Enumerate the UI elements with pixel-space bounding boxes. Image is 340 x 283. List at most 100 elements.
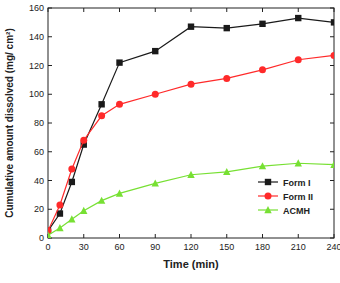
data-point [259, 21, 265, 27]
data-point [69, 179, 75, 185]
y-tick-right [330, 209, 334, 210]
y-tick [48, 180, 52, 181]
x-axis-title: Time (min) [163, 258, 219, 270]
y-tick-right [330, 151, 334, 152]
data-point [98, 112, 105, 119]
data-point [48, 231, 52, 238]
data-point [295, 15, 301, 21]
data-point [223, 168, 230, 175]
y-tick-label: 100 [29, 89, 44, 99]
y-tick [48, 8, 52, 9]
legend-marker [265, 179, 271, 185]
data-point [116, 189, 123, 196]
y-tick-right [330, 36, 334, 37]
x-tick-top [155, 8, 156, 12]
data-point [116, 59, 122, 65]
y-axis-title: Cumulative amount dissolved (mg/ cm²) [4, 28, 15, 217]
x-tick-top [298, 8, 299, 12]
y-tick-right [330, 94, 334, 95]
x-tick-top [226, 8, 227, 12]
x-tick [83, 234, 84, 238]
x-tick-label: 210 [291, 242, 306, 252]
data-point [98, 101, 104, 107]
x-tick-top [83, 8, 84, 12]
x-tick-top [334, 8, 335, 12]
data-point [223, 75, 230, 82]
series-line [48, 55, 334, 230]
data-point [80, 137, 87, 144]
data-point [98, 197, 105, 204]
x-tick-top [48, 8, 49, 12]
x-tick [262, 234, 263, 238]
y-tick-label: 40 [34, 176, 44, 186]
data-point [116, 101, 123, 108]
x-tick [155, 234, 156, 238]
x-tick-label: 30 [79, 242, 89, 252]
plot-frame [48, 8, 334, 238]
legend-marker [265, 193, 272, 200]
data-point [80, 207, 87, 214]
y-tick [48, 65, 52, 66]
series-line [48, 163, 334, 235]
legend-marker [264, 206, 271, 213]
data-point [152, 48, 158, 54]
x-tick-label: 60 [114, 242, 124, 252]
legend-label: ACMH [283, 206, 310, 216]
x-tick-top [119, 8, 120, 12]
x-tick-label: 240 [326, 242, 340, 252]
x-tick-label: 0 [45, 242, 50, 252]
x-tick-top [262, 8, 263, 12]
x-tick-label: 180 [255, 242, 270, 252]
data-point [188, 23, 194, 29]
data-point [152, 91, 159, 98]
legend: Form I Form II ACMH [258, 178, 313, 216]
data-point [188, 81, 195, 88]
data-point [331, 19, 334, 25]
y-tick-right [330, 180, 334, 181]
x-tick [334, 234, 335, 238]
chart: 0 30 60 90 120 150 180 210 240 0 20 40 60 80 100 120 140… [0, 0, 340, 283]
data-point [56, 224, 63, 231]
y-tick-label: 0 [39, 233, 44, 243]
data-point [259, 162, 266, 169]
y-tick-label: 60 [34, 147, 44, 157]
x-tick-top [191, 8, 192, 12]
y-tick-label: 80 [34, 118, 44, 128]
data-point [152, 179, 159, 186]
data-point [68, 215, 75, 222]
data-point [224, 25, 230, 31]
y-tick-right [330, 238, 334, 239]
y-tick [48, 151, 52, 152]
plot-data [48, 15, 334, 238]
legend-label: Form I [283, 178, 311, 188]
y-tick-label: 140 [29, 32, 44, 42]
data-point [57, 210, 63, 216]
y-tick-label: 160 [29, 3, 44, 13]
x-tick-label: 150 [219, 242, 234, 252]
y-tick [48, 123, 52, 124]
data-point [295, 56, 302, 63]
series-line [48, 18, 334, 231]
x-tick [191, 234, 192, 238]
legend-label: Form II [283, 192, 313, 202]
data-point [330, 161, 334, 168]
x-tick [298, 234, 299, 238]
y-tick [48, 36, 52, 37]
data-point [187, 171, 194, 178]
chart-root: 0 30 60 90 120 150 180 210 240 0 20 40 60 80 100 120 140… [0, 0, 340, 283]
y-tick-right [330, 8, 334, 9]
data-point [259, 66, 266, 73]
y-tick-right [330, 65, 334, 66]
x-tick [226, 234, 227, 238]
x-tick-label: 120 [183, 242, 198, 252]
data-point [56, 201, 63, 208]
y-tick-label: 120 [29, 61, 44, 71]
y-tick-label: 20 [34, 204, 44, 214]
data-point [68, 166, 75, 173]
data-point [331, 52, 335, 59]
x-tick-label: 90 [150, 242, 160, 252]
y-tick-right [330, 123, 334, 124]
x-tick [119, 234, 120, 238]
y-tick [48, 209, 52, 210]
data-point [295, 159, 302, 166]
